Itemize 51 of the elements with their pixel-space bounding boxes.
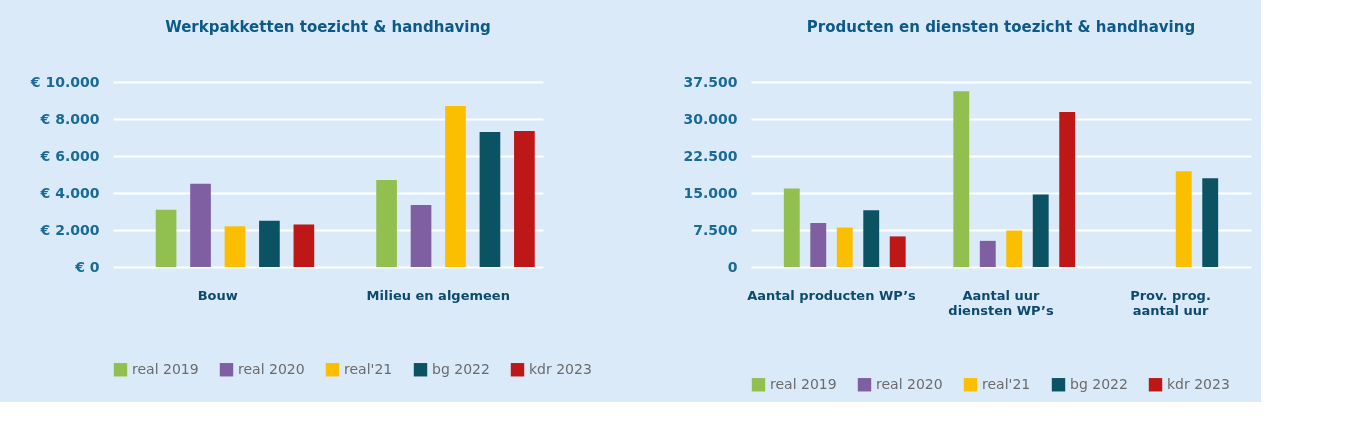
y-tick-label: 15.000 (683, 184, 738, 201)
y-tick-label: € 6.000 (39, 147, 100, 164)
y-tick-label: € 10.000 (29, 73, 100, 90)
legend-label: bg 2022 (1070, 375, 1128, 392)
bar (376, 180, 397, 267)
legend-label: kdr 2023 (1167, 375, 1230, 392)
legend-label: real 2020 (876, 375, 943, 392)
bar (479, 131, 501, 267)
x-tick-label: Prov. prog. aantal uur (1130, 287, 1211, 318)
legend-label: real 2019 (132, 360, 199, 377)
bar (190, 183, 211, 267)
legend-label: real 2019 (770, 375, 837, 392)
bar (863, 210, 880, 267)
y-tick-label: € 8.000 (39, 110, 100, 127)
bar (836, 227, 853, 267)
bar (224, 226, 246, 267)
chart-title: Producten en diensten toezicht & handhaving (806, 18, 1196, 36)
legend-label: real'21 (344, 360, 393, 377)
bar (889, 236, 906, 267)
y-tick-label: € 0 (74, 258, 100, 275)
y-tick-label: € 4.000 (39, 184, 100, 201)
bar (410, 205, 432, 267)
bar (1202, 178, 1219, 267)
legend-label: real 2020 (238, 360, 305, 377)
bar (445, 106, 466, 267)
bar (514, 131, 535, 267)
bar (810, 223, 827, 267)
x-tick-label: Aantal producten WP’s (747, 287, 917, 303)
bar (1032, 194, 1049, 267)
bar (953, 91, 970, 267)
x-tick-label: Bouw (197, 287, 238, 303)
x-tick-label: Milieu en algemeen (366, 287, 510, 303)
x-tick-label: Aantal uur diensten WP’s (948, 287, 1054, 318)
legend-label: kdr 2023 (529, 360, 592, 377)
y-tick-label: 30.000 (683, 110, 738, 127)
bar (1006, 230, 1023, 267)
bar (1059, 112, 1076, 267)
bar (293, 224, 315, 267)
bar (979, 240, 996, 267)
y-tick-label: € 2.000 (39, 221, 100, 238)
y-tick-label: 0 (727, 258, 738, 275)
bar (259, 220, 280, 267)
legend-label: real'21 (982, 375, 1031, 392)
legend-label: bg 2022 (432, 360, 490, 377)
bar (155, 209, 177, 267)
chart-title: Werkpakketten toezicht & handhaving (165, 18, 491, 36)
y-tick-label: 7.500 (693, 221, 738, 238)
y-tick-label: 22.500 (683, 147, 738, 164)
bar (783, 188, 800, 267)
bar (1175, 171, 1192, 267)
y-tick-label: 37.500 (683, 73, 738, 90)
